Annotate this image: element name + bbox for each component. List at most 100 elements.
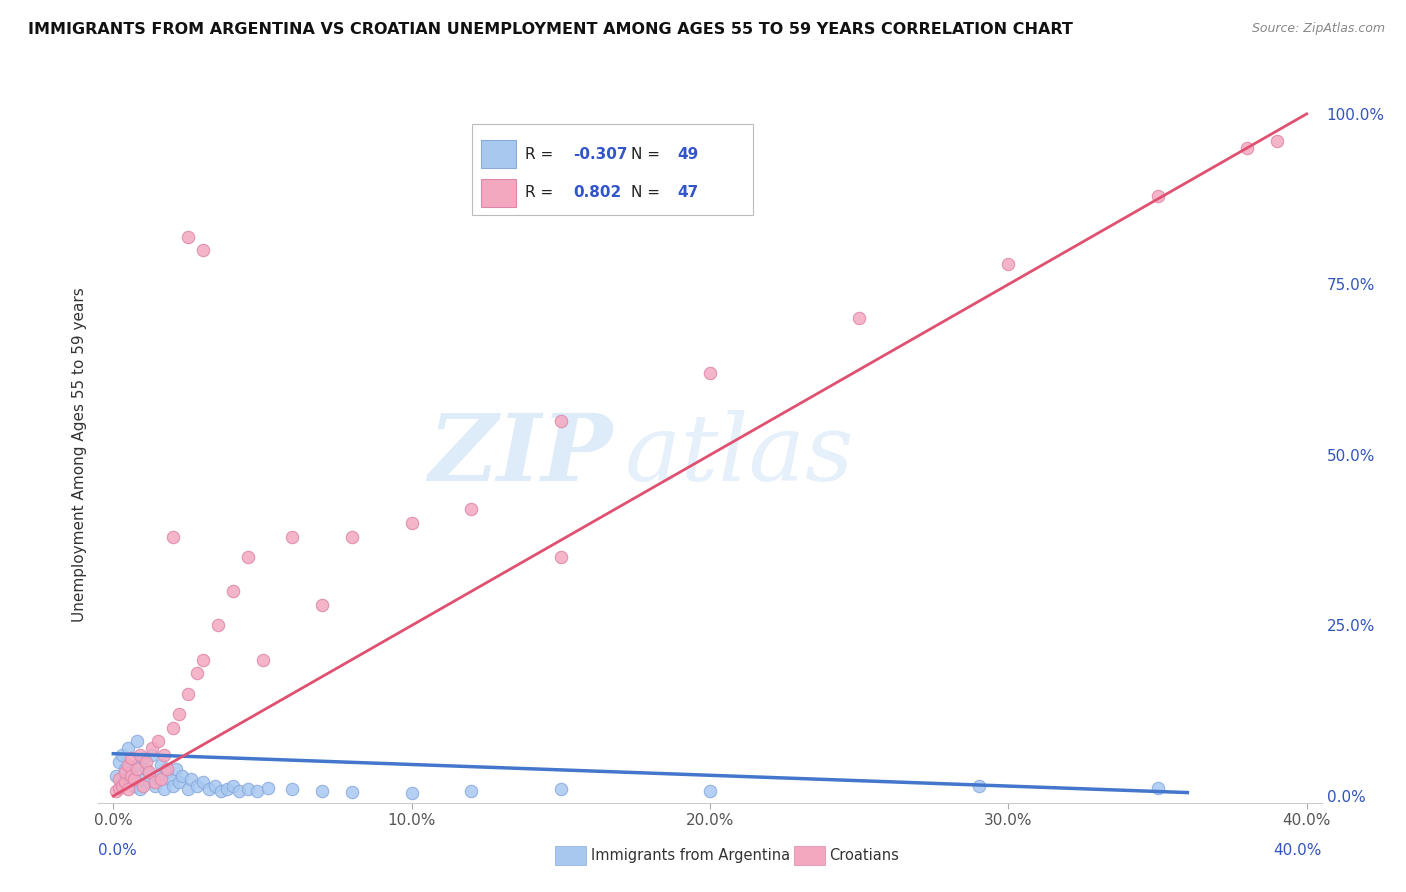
Point xyxy=(186,666,208,681)
Point xyxy=(138,775,160,789)
Point xyxy=(117,772,139,786)
Point xyxy=(129,747,152,762)
Point xyxy=(141,741,163,756)
Point xyxy=(117,741,139,756)
Text: 40.0%: 40.0% xyxy=(1274,843,1322,858)
Point xyxy=(245,783,267,797)
Point xyxy=(340,785,363,799)
Point xyxy=(156,762,179,776)
Point xyxy=(257,780,280,795)
FancyBboxPatch shape xyxy=(481,140,516,169)
Point xyxy=(120,751,142,765)
FancyBboxPatch shape xyxy=(481,178,516,207)
Point xyxy=(1146,780,1168,795)
Point xyxy=(177,229,200,244)
Text: 0.802: 0.802 xyxy=(574,186,621,200)
Point xyxy=(159,772,181,786)
Point xyxy=(221,779,243,793)
Point xyxy=(699,366,721,380)
Point xyxy=(143,775,166,789)
Point xyxy=(281,530,304,544)
Point xyxy=(204,779,226,793)
Point xyxy=(120,765,142,780)
Point xyxy=(156,765,179,780)
Text: ZIP: ZIP xyxy=(427,410,612,500)
Point xyxy=(460,502,482,516)
Point xyxy=(180,772,202,786)
Point xyxy=(108,780,131,795)
Point xyxy=(191,244,214,258)
Point xyxy=(141,747,163,762)
Point xyxy=(135,755,157,769)
Point xyxy=(177,782,200,797)
Text: Immigrants from Argentina: Immigrants from Argentina xyxy=(591,848,790,863)
Point xyxy=(108,772,131,786)
Text: -0.307: -0.307 xyxy=(574,147,627,161)
Point xyxy=(132,772,155,786)
Point xyxy=(1236,141,1258,155)
Point xyxy=(221,584,243,599)
Point xyxy=(967,779,990,793)
Text: 0.0%: 0.0% xyxy=(98,843,138,858)
Point xyxy=(105,768,128,782)
Point xyxy=(127,758,149,772)
Point xyxy=(127,734,149,748)
Text: R =: R = xyxy=(526,186,554,200)
Point xyxy=(120,768,142,782)
Point xyxy=(162,721,184,735)
Point xyxy=(129,782,152,797)
Point xyxy=(252,652,274,666)
Point xyxy=(198,782,221,797)
Point xyxy=(186,779,208,793)
Point xyxy=(111,779,134,793)
Point xyxy=(138,765,160,780)
Point xyxy=(1146,188,1168,202)
Point xyxy=(146,768,169,782)
Point xyxy=(401,786,423,800)
Point xyxy=(167,775,190,789)
Point xyxy=(340,530,363,544)
Text: Source: ZipAtlas.com: Source: ZipAtlas.com xyxy=(1251,22,1385,36)
Point xyxy=(401,516,423,530)
Point xyxy=(460,783,482,797)
Text: N =: N = xyxy=(630,186,659,200)
Point xyxy=(215,782,238,797)
Point xyxy=(209,783,232,797)
Point xyxy=(281,782,304,797)
Point xyxy=(191,775,214,789)
Point xyxy=(117,758,139,772)
Point xyxy=(228,783,250,797)
Point xyxy=(111,775,134,789)
FancyBboxPatch shape xyxy=(471,124,752,215)
Point xyxy=(127,762,149,776)
Point xyxy=(153,747,176,762)
Text: N =: N = xyxy=(630,147,659,161)
Point xyxy=(114,765,136,780)
Text: 49: 49 xyxy=(678,147,699,161)
Text: Croatians: Croatians xyxy=(830,848,900,863)
Point xyxy=(848,311,870,326)
Point xyxy=(162,530,184,544)
Point xyxy=(699,783,721,797)
Point xyxy=(550,414,572,428)
Point xyxy=(1265,134,1288,148)
Point xyxy=(236,782,259,797)
Point xyxy=(236,550,259,565)
Point xyxy=(191,652,214,666)
Point xyxy=(150,758,173,772)
Point xyxy=(132,751,155,765)
Point xyxy=(550,550,572,565)
Point xyxy=(114,762,136,776)
Point xyxy=(153,782,176,797)
Point xyxy=(135,762,157,776)
Point xyxy=(311,598,333,612)
Point xyxy=(146,734,169,748)
Point xyxy=(207,618,229,632)
Text: 47: 47 xyxy=(678,186,699,200)
Point xyxy=(311,783,333,797)
Text: IMMIGRANTS FROM ARGENTINA VS CROATIAN UNEMPLOYMENT AMONG AGES 55 TO 59 YEARS COR: IMMIGRANTS FROM ARGENTINA VS CROATIAN UN… xyxy=(28,22,1073,37)
Point xyxy=(167,707,190,722)
Point xyxy=(170,768,193,782)
Point xyxy=(177,687,200,701)
Y-axis label: Unemployment Among Ages 55 to 59 years: Unemployment Among Ages 55 to 59 years xyxy=(72,287,87,623)
